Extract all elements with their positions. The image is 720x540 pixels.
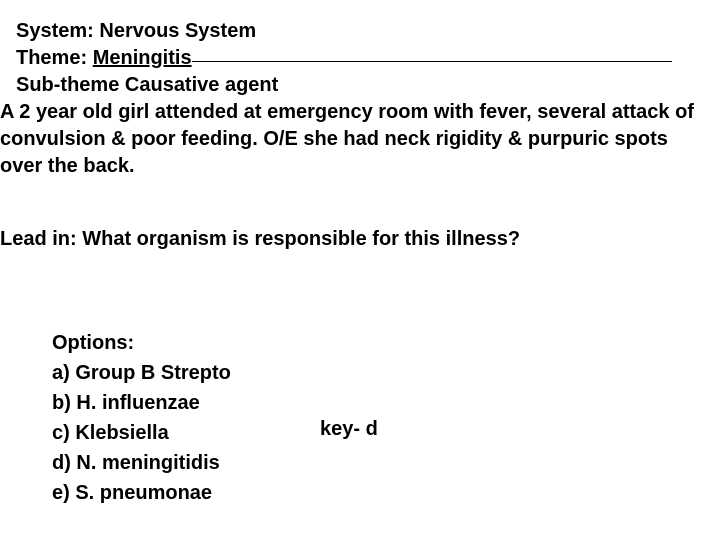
stem-text: A 2 year old girl attended at emergency … bbox=[0, 99, 700, 180]
subtheme-value: Causative agent bbox=[125, 74, 278, 96]
system-value: Nervous System bbox=[99, 20, 256, 42]
system-label: System: bbox=[16, 20, 94, 42]
option-a: a) Group B Strepto bbox=[52, 358, 231, 388]
options-block: Options: a) Group B Strepto b) H. influe… bbox=[52, 328, 231, 508]
theme-line: Theme: Meningitis bbox=[16, 45, 700, 72]
option-c: c) Klebsiella bbox=[52, 418, 231, 448]
theme-underline bbox=[192, 61, 672, 62]
leadin-text: Lead in: What organism is responsible fo… bbox=[0, 226, 700, 253]
system-line: System: Nervous System bbox=[16, 18, 700, 45]
subtheme-label: Sub-theme bbox=[16, 74, 119, 96]
answer-key: key- d bbox=[320, 418, 378, 441]
option-b: b) H. influenzae bbox=[52, 388, 231, 418]
theme-label: Theme: bbox=[16, 47, 87, 69]
option-d: d) N. meningitidis bbox=[52, 448, 231, 478]
options-list: a) Group B Strepto b) H. influenzae c) K… bbox=[52, 358, 231, 508]
theme-value: Meningitis bbox=[93, 47, 192, 69]
options-heading: Options: bbox=[52, 328, 231, 358]
header-block: System: Nervous System Theme: Meningitis… bbox=[16, 18, 700, 99]
option-e: e) S. pneumonae bbox=[52, 478, 231, 508]
subtheme-line: Sub-theme Causative agent bbox=[16, 72, 700, 99]
